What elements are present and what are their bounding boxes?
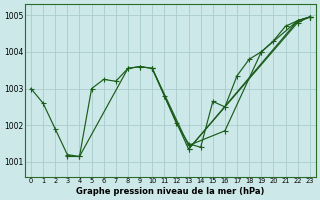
X-axis label: Graphe pression niveau de la mer (hPa): Graphe pression niveau de la mer (hPa) (76, 187, 265, 196)
